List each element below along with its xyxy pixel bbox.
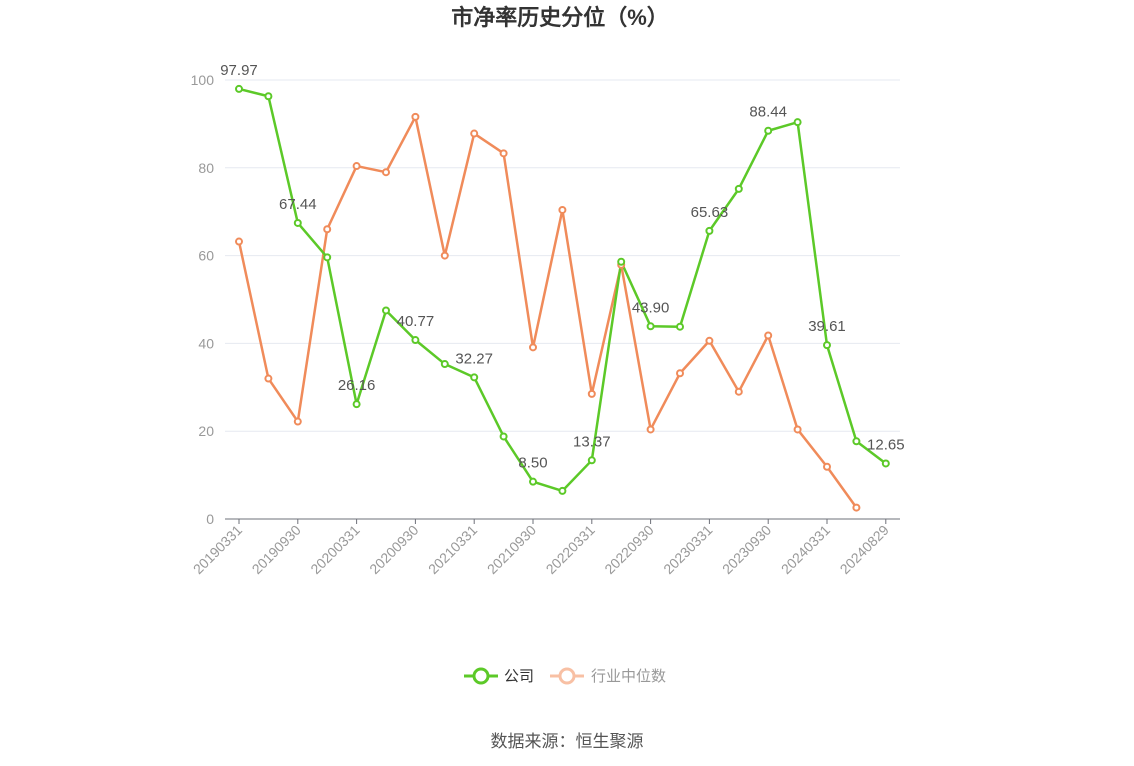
data-point[interactable] — [734, 184, 743, 193]
data-point[interactable] — [470, 373, 479, 382]
data-point[interactable] — [558, 486, 567, 495]
data-label: 12.65 — [867, 436, 905, 453]
data-point[interactable] — [793, 425, 802, 434]
legend-item-company[interactable]: 公司 — [464, 667, 534, 685]
data-labels: 97.97 67.44 26.16 40.77 32.27 8.50 13.37 43.90 6… — [220, 62, 904, 472]
data-label: 43.90 — [632, 299, 670, 316]
series-points — [235, 84, 890, 512]
data-label: 88.44 — [749, 104, 787, 121]
y-tick-label: 20 — [198, 423, 214, 439]
data-point[interactable] — [323, 253, 332, 262]
data-point[interactable] — [264, 92, 273, 101]
data-point[interactable] — [676, 322, 684, 331]
data-point[interactable] — [411, 336, 420, 345]
legend-marker-company — [472, 667, 490, 685]
data-point[interactable] — [529, 343, 537, 352]
data-point[interactable] — [734, 387, 743, 396]
data-point[interactable] — [617, 257, 626, 266]
x-tick-label: 20230331 — [660, 522, 716, 578]
x-tick-label: 20220331 — [543, 522, 599, 578]
data-point[interactable] — [646, 425, 655, 434]
data-point[interactable] — [705, 226, 714, 235]
data-point[interactable] — [646, 322, 655, 331]
legend-label-industry: 行业中位数 — [591, 668, 666, 685]
data-label: 26.16 — [338, 377, 376, 394]
data-label: 39.61 — [808, 318, 846, 335]
legend-item-industry[interactable]: 行业中位数 — [550, 667, 666, 685]
data-point[interactable] — [499, 149, 508, 158]
y-axis-ticks: 0 20 40 60 80 100 — [191, 72, 215, 527]
data-point[interactable] — [676, 369, 684, 378]
data-label: 32.27 — [455, 350, 493, 367]
data-label: 40.77 — [397, 313, 435, 330]
data-point[interactable] — [852, 437, 861, 446]
data-point[interactable] — [587, 389, 596, 398]
data-point[interactable] — [705, 336, 714, 345]
x-tick-label: 20210331 — [425, 522, 481, 578]
data-point[interactable] — [470, 129, 479, 138]
data-point[interactable] — [411, 112, 420, 121]
series-lines — [237, 87, 887, 509]
data-point[interactable] — [235, 237, 243, 246]
x-tick-label: 20240829 — [837, 522, 893, 578]
data-point[interactable] — [823, 462, 831, 471]
data-point[interactable] — [558, 205, 567, 214]
data-point[interactable] — [293, 417, 302, 426]
x-tick-label: 20230930 — [719, 522, 775, 578]
data-point[interactable] — [293, 218, 302, 227]
y-tick-label: 40 — [198, 335, 214, 351]
source-text: 数据来源：恒生聚源 — [491, 732, 644, 751]
x-tick-label: 20190331 — [190, 522, 246, 578]
data-point[interactable] — [440, 251, 449, 260]
x-axis: 20190331 20190930 20200331 20200930 20210331… — [190, 518, 900, 578]
y-tick-label: 100 — [191, 72, 215, 88]
chart-title: 市净率历史分位（%） — [451, 5, 669, 30]
x-tick-label: 20240331 — [778, 522, 834, 578]
y-tick-label: 0 — [206, 511, 214, 527]
data-point[interactable] — [764, 126, 773, 135]
data-point[interactable] — [793, 118, 802, 127]
data-label: 13.37 — [573, 433, 611, 450]
data-point[interactable] — [382, 168, 390, 177]
grid — [225, 79, 900, 432]
data-point[interactable] — [323, 225, 332, 234]
legend-marker-industry — [558, 667, 576, 685]
data-label: 8.50 — [518, 455, 547, 472]
data-point[interactable] — [881, 459, 890, 468]
data-point[interactable] — [440, 360, 449, 369]
data-label: 67.44 — [279, 196, 317, 213]
data-point[interactable] — [852, 503, 861, 512]
data-point[interactable] — [529, 477, 537, 486]
legend-label-company: 公司 — [504, 668, 534, 685]
x-tick-label: 20200331 — [307, 522, 363, 578]
data-point[interactable] — [382, 306, 390, 315]
x-tick-label: 20190930 — [249, 522, 305, 578]
data-point[interactable] — [823, 341, 831, 350]
legend: 公司 行业中位数 — [464, 667, 666, 685]
series-line-0 — [238, 87, 887, 493]
y-tick-label: 80 — [198, 160, 214, 176]
series-line-1 — [237, 115, 858, 509]
data-point[interactable] — [352, 400, 361, 409]
data-point[interactable] — [352, 162, 361, 171]
x-tick-label: 20210930 — [484, 522, 540, 578]
x-tick-label: 20200930 — [366, 522, 422, 578]
y-tick-label: 60 — [198, 248, 214, 264]
x-tick-label: 20220930 — [601, 522, 657, 578]
data-label: 65.63 — [691, 204, 729, 221]
data-point[interactable] — [764, 331, 773, 340]
data-point[interactable] — [587, 456, 596, 465]
data-label: 97.97 — [220, 62, 258, 79]
data-point[interactable] — [235, 84, 243, 93]
data-point[interactable] — [499, 432, 508, 441]
data-point[interactable] — [264, 374, 273, 383]
